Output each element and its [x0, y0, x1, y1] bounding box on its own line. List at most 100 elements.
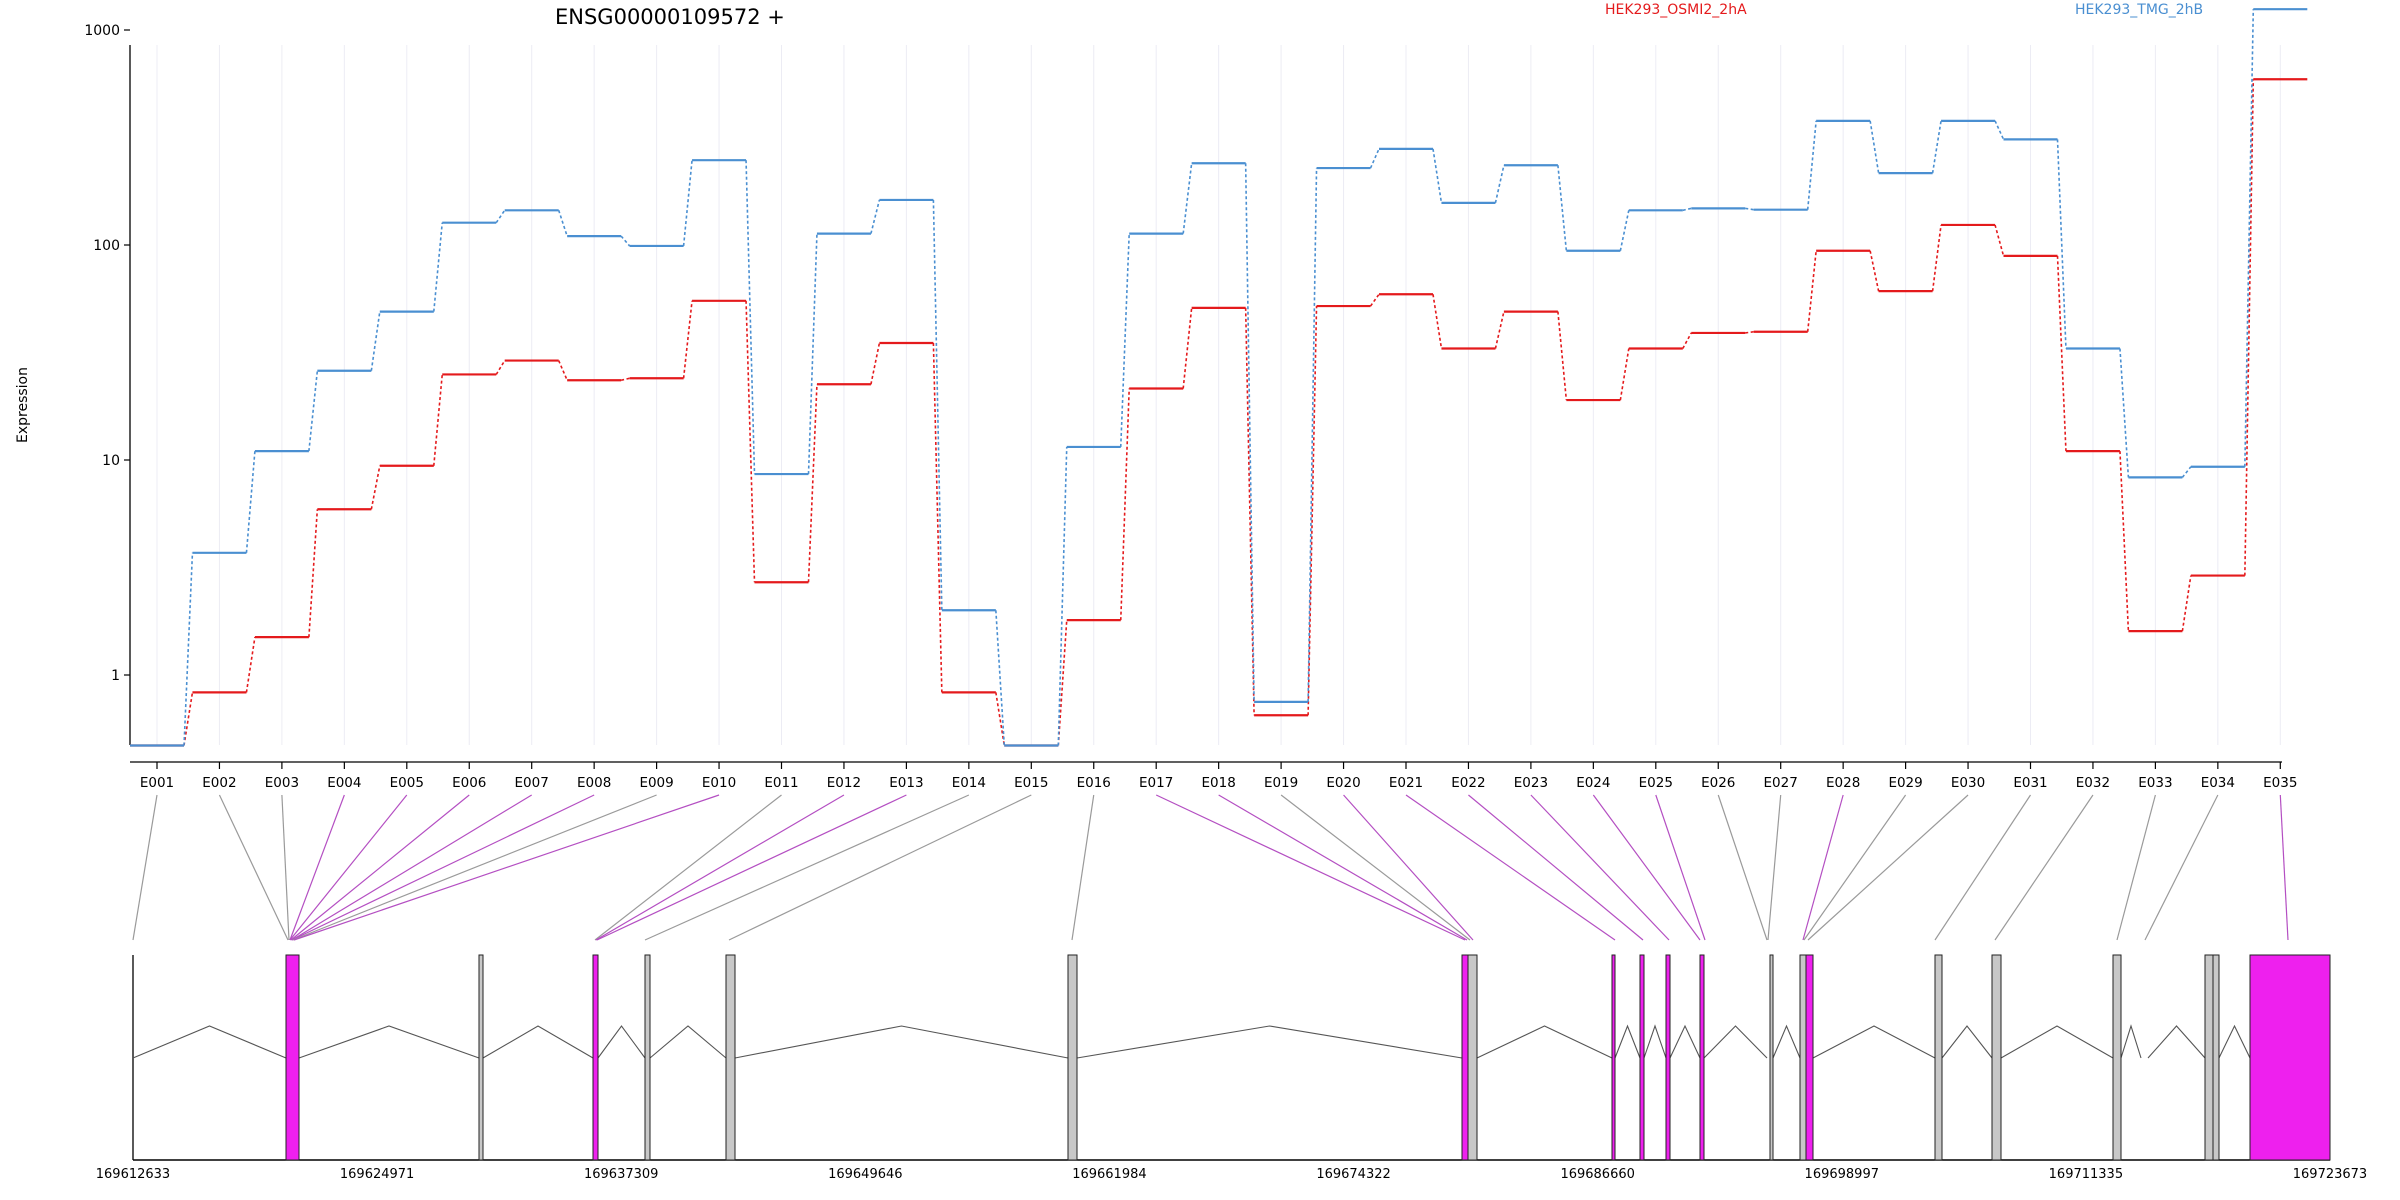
transition-segment: [1994, 224, 2005, 257]
transition-segment: [557, 360, 568, 381]
y-axis-label: Expression: [15, 367, 31, 443]
coordinate-label: 169674322: [1316, 1167, 1390, 1182]
legend-series-a: HEK293_OSMI2_2hA: [1605, 2, 1747, 18]
x-tick-label: E020: [1326, 775, 1360, 791]
coordinate-label: 169661984: [1072, 1167, 1146, 1182]
exon-block: [592, 954, 599, 1161]
intron-line: [734, 1025, 1069, 1059]
transition-segment: [1682, 207, 1692, 212]
transition-segment: [1182, 307, 1193, 389]
y-tick-label: 1: [111, 668, 120, 684]
transition-segment: [245, 637, 256, 693]
y-tick-label: 10: [102, 453, 120, 469]
exon-connector: [1155, 794, 1466, 941]
exon-block: [2112, 954, 2122, 1161]
intron-line: [2000, 1025, 2114, 1059]
axes: 1 10 100 1000: [84, 23, 2282, 763]
x-tick-label: E012: [827, 775, 861, 791]
transition-segment: [495, 360, 506, 375]
transition-segment: [1931, 224, 1942, 292]
exon-connector: [1934, 794, 2032, 941]
transition-segment: [1432, 148, 1443, 204]
intron-line: [298, 1025, 480, 1059]
exon-block: [1665, 954, 1671, 1161]
exon-block: [1991, 954, 2002, 1161]
x-tick-label: E035: [2263, 775, 2297, 791]
x-tick-label: E026: [1701, 775, 1735, 791]
x-tick-label: E021: [1389, 775, 1423, 791]
transition-segment: [1244, 307, 1255, 716]
transition-segment: [682, 300, 693, 379]
exon-connector: [1802, 794, 1844, 941]
transition-segment: [1994, 120, 2005, 140]
exon-block: [478, 954, 484, 1161]
transition-segment: [932, 199, 943, 611]
coordinate-label: 169624971: [340, 1167, 414, 1182]
transition-segment: [433, 374, 444, 466]
exon-connector: [289, 794, 408, 941]
transition-segment: [1182, 163, 1193, 234]
coordinate-label: 169698997: [1805, 1167, 1879, 1182]
exon-connector: [132, 794, 158, 941]
exon-block: [644, 954, 651, 1161]
transition-segment: [932, 343, 943, 693]
transition-segment: [2056, 139, 2067, 349]
intron-line: [1076, 1025, 1463, 1059]
transition-segment: [1119, 388, 1130, 621]
transition-segment: [2056, 255, 2067, 452]
x-tick-label: E019: [1264, 775, 1298, 791]
x-tick-label: E002: [202, 775, 236, 791]
exon-connector: [596, 794, 907, 941]
intron-line: [1812, 1025, 1936, 1059]
transition-segment: [807, 233, 818, 475]
transition-segment: [870, 342, 881, 385]
exon-block: [1461, 954, 1469, 1161]
transition-segment: [557, 210, 568, 237]
intron-line: [1669, 1024, 1701, 1059]
transition-segment: [1557, 311, 1568, 401]
x-tick-label: E029: [1888, 775, 1922, 791]
genomic-coordinate-labels: 169612633 169624971 169637309 169649646 1696…: [96, 1167, 2367, 1182]
exon-connector: [594, 794, 782, 941]
exon-block: [2212, 954, 2220, 1161]
exon-connector: [1071, 794, 1095, 941]
exon-block: [1699, 954, 1705, 1161]
exon-connector: [1280, 794, 1471, 941]
exon-block: [285, 954, 300, 1161]
transition-segment: [1869, 250, 1880, 292]
x-tick-label: E031: [2013, 775, 2047, 791]
x-tick-label: E003: [265, 775, 299, 791]
transition-segment: [1307, 306, 1318, 716]
x-tick-label: E018: [1201, 775, 1235, 791]
transition-segment: [1494, 311, 1505, 349]
x-tick-label: E008: [577, 775, 611, 791]
transition-segment: [2119, 451, 2130, 632]
transition-segment: [1745, 330, 1754, 334]
intron-line: [1476, 1025, 1613, 1059]
exon-connector: [293, 794, 720, 941]
transition-segment: [1494, 165, 1505, 204]
coordinate-label: 169723673: [2293, 1167, 2367, 1182]
exon-connector: [1767, 794, 1782, 941]
exon-connector: [1803, 794, 1907, 941]
intron-line: [2120, 1024, 2142, 1059]
transition-segment: [870, 199, 881, 234]
transition-segment: [807, 384, 818, 583]
transition-segment: [1619, 348, 1630, 401]
transition-segment: [183, 692, 194, 746]
exon-connector: [1530, 794, 1670, 941]
exon-connector: [1994, 794, 2094, 941]
transition-segment: [308, 509, 319, 638]
transition-segment: [433, 222, 444, 312]
exon-connector: [1655, 794, 1706, 941]
transition-segment: [1119, 233, 1130, 447]
x-tick-label: E016: [1077, 775, 1111, 791]
series-layer: [130, 8, 2308, 747]
intron-line: [1703, 1025, 1768, 1059]
transition-segment: [995, 692, 1006, 746]
intron-line: [2147, 1025, 2206, 1059]
intron-line: [1772, 1024, 1801, 1059]
exon-connector: [291, 794, 595, 941]
exon-block: [1799, 954, 1807, 1161]
